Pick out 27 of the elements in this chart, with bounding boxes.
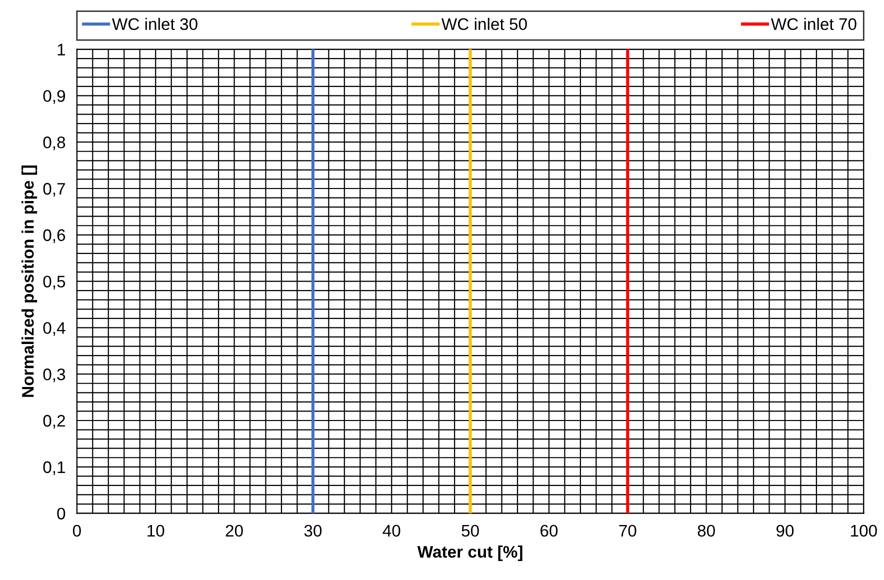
x-tick-label: 70	[619, 524, 636, 537]
x-tick-label: 30	[304, 524, 322, 537]
y-tick-label: 0,4	[43, 322, 66, 336]
y-tick-label: 0,2	[43, 414, 65, 429]
y-tick-label: 0,9	[43, 90, 66, 104]
y-tick-label: 0,1	[43, 461, 65, 476]
x-tick-label: 10	[148, 524, 164, 537]
x-tick-label: 100	[851, 524, 877, 537]
y-tick-label: 0	[57, 508, 66, 520]
y-tick-label: 0,5	[43, 276, 66, 290]
y-tick-label: 1	[58, 44, 65, 56]
x-tick-label: 60	[540, 524, 558, 537]
y-tick-label: 0,6	[43, 229, 66, 244]
y-tick-label: 0,3	[43, 368, 66, 382]
legend-label: WC inlet 30	[112, 18, 198, 30]
x-tick-label: 50	[462, 524, 479, 537]
x-tick-label: 90	[776, 524, 794, 537]
y-axis-title: Normalized position in pipe []	[22, 166, 38, 397]
x-tick-label: 40	[382, 524, 400, 537]
legend-label: WC inlet 50	[441, 18, 527, 30]
legend-label: WC inlet 70	[770, 18, 856, 30]
x-tick-label: 20	[226, 524, 243, 537]
x-tick-label: 80	[698, 524, 715, 537]
y-tick-label: 0,8	[43, 136, 66, 150]
x-axis-title: Water cut [%]	[417, 546, 522, 562]
y-tick-label: 0,7	[43, 182, 65, 197]
x-tick-label: 0	[72, 524, 81, 537]
